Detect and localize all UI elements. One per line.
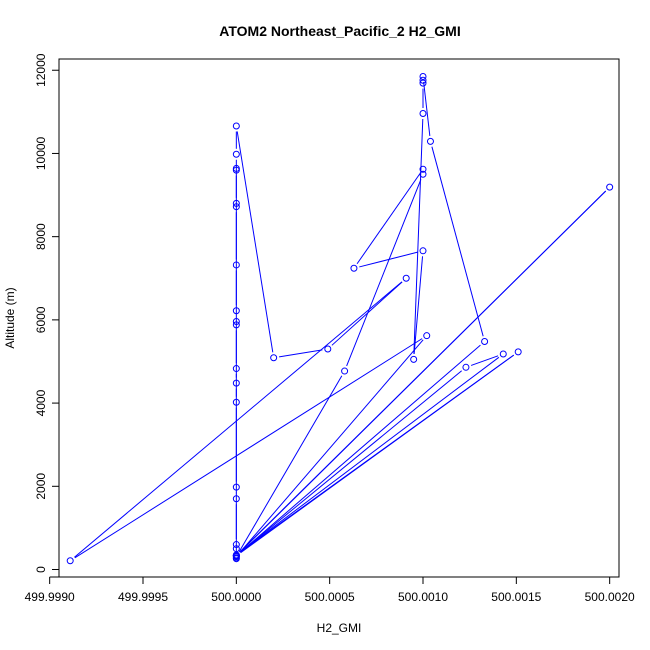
y-tick-label: 2000 (34, 473, 48, 500)
x-tick-label: 499.9990 (25, 590, 75, 604)
data-point (232, 398, 240, 406)
data-point (350, 264, 358, 272)
data-point (514, 348, 522, 356)
y-tick-label: 10000 (34, 136, 48, 170)
x-tick-label: 500.0000 (211, 590, 261, 604)
series-line-segment (240, 344, 481, 553)
data-point (402, 274, 410, 282)
y-tick-label: 8000 (34, 223, 48, 250)
data-point (426, 137, 434, 145)
data-point (270, 354, 278, 362)
data-series-layer (66, 72, 614, 565)
y-tick-label: 12000 (34, 53, 48, 87)
data-point (419, 165, 427, 173)
series-line-segment (239, 339, 424, 553)
series-line-segment (413, 118, 424, 354)
data-point (462, 363, 470, 371)
data-point (232, 261, 240, 269)
data-point (410, 355, 418, 363)
y-tick-label: 4000 (34, 389, 48, 416)
series-line-segment (413, 256, 424, 354)
x-axis: 499.9990 499.9995 500.0000 500.0005 500.0010… (25, 576, 635, 604)
data-point (419, 79, 427, 87)
x-tick-label: 500.0020 (585, 590, 635, 604)
data-point (232, 318, 240, 326)
data-point (232, 379, 240, 387)
y-axis-label: Altitude (m) (3, 287, 17, 348)
series-line-segment (240, 354, 515, 553)
data-point (481, 338, 489, 346)
series-line-segment (238, 375, 343, 553)
data-point (232, 166, 240, 174)
x-tick-label: 500.0005 (305, 590, 355, 604)
data-point (606, 183, 614, 191)
data-point (232, 555, 240, 563)
data-point (232, 541, 240, 549)
data-point (232, 307, 240, 315)
series-line-segment (431, 146, 484, 337)
data-point (66, 557, 74, 565)
series-line-segment (236, 131, 274, 353)
data-point (232, 199, 240, 207)
series-line-segment (240, 356, 500, 553)
data-point (232, 122, 240, 130)
data-point (232, 365, 240, 373)
data-point (232, 551, 240, 559)
series-line-segment (423, 81, 431, 136)
data-point (419, 170, 427, 178)
x-tick-label: 500.0015 (491, 590, 541, 604)
x-tick-label: 499.9995 (118, 590, 168, 604)
series-line-segment (470, 355, 499, 366)
series-line-segment (74, 338, 423, 559)
data-point (419, 247, 427, 255)
data-point (341, 367, 349, 375)
data-point (232, 495, 240, 503)
series-line-segment (359, 251, 418, 268)
y-tick-label: 0 (34, 566, 48, 573)
x-axis-label: H2_GMI (317, 621, 362, 635)
series-line-segment (240, 370, 462, 553)
data-point (232, 321, 240, 329)
data-point (499, 350, 507, 358)
chart-title: ATOM2 Northeast_Pacific_2 H2_GMI (219, 23, 460, 39)
data-point (232, 150, 240, 158)
series-line-segment (239, 190, 607, 552)
data-point (232, 203, 240, 211)
x-tick-label: 500.0010 (398, 590, 448, 604)
y-axis: 0 2000 4000 6000 8000 10000 12000 (34, 53, 60, 573)
data-point (419, 110, 427, 118)
data-point (423, 332, 431, 340)
data-point (232, 483, 240, 491)
data-point (419, 76, 427, 84)
y-tick-label: 6000 (34, 306, 48, 333)
series-line-segment (356, 173, 421, 265)
series-line-segment (74, 281, 403, 558)
data-point (324, 345, 332, 353)
data-point (419, 72, 427, 80)
series-line-segment (279, 349, 323, 358)
series-line-segment (346, 179, 422, 367)
